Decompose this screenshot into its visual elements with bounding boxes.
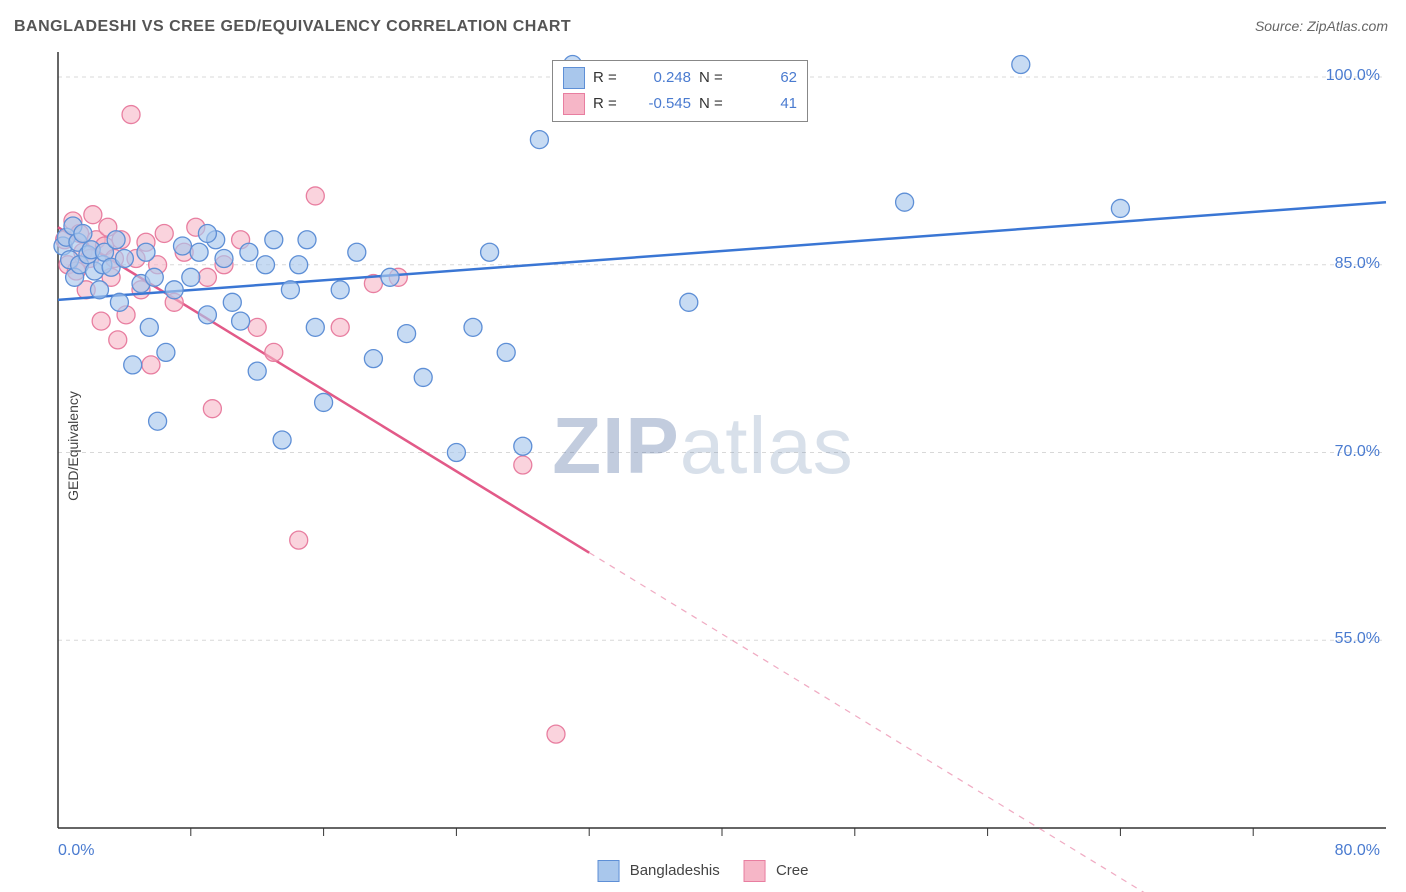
legend-item-bangladeshis: Bangladeshis	[598, 860, 720, 882]
legend-item-cree: Cree	[744, 860, 809, 882]
stats-row-bangladeshis: R = 0.248 N = 62	[563, 65, 797, 91]
stat-label-r: R =	[593, 91, 623, 117]
stat-label-n: N =	[699, 91, 729, 117]
stat-label-n: N =	[699, 65, 729, 91]
swatch-cree	[744, 860, 766, 882]
legend-label-cree: Cree	[776, 862, 809, 879]
correlation-stats-box: R = 0.248 N = 62 R = -0.545 N = 41	[552, 60, 808, 122]
stat-n-cree: 41	[737, 91, 797, 117]
y-tick-label: 55.0%	[1335, 630, 1380, 648]
swatch-bangladeshis	[563, 67, 585, 89]
scatter-plot-svg	[0, 0, 1406, 892]
y-tick-label: 100.0%	[1326, 67, 1380, 85]
swatch-cree	[563, 93, 585, 115]
legend-bottom: Bangladeshis Cree	[598, 860, 809, 882]
stat-n-bangladeshis: 62	[737, 65, 797, 91]
swatch-bangladeshis	[598, 860, 620, 882]
chart-container: BANGLADESHI VS CREE GED/EQUIVALENCY CORR…	[0, 0, 1406, 892]
stat-r-bangladeshis: 0.248	[631, 65, 691, 91]
x-axis-max-label: 80.0%	[1335, 842, 1380, 860]
y-tick-label: 85.0%	[1335, 255, 1380, 273]
stat-label-r: R =	[593, 65, 623, 91]
y-tick-label: 70.0%	[1335, 443, 1380, 461]
stats-row-cree: R = -0.545 N = 41	[563, 91, 797, 117]
x-axis-min-label: 0.0%	[58, 842, 94, 860]
stat-r-cree: -0.545	[631, 91, 691, 117]
legend-label-bangladeshis: Bangladeshis	[630, 862, 720, 879]
